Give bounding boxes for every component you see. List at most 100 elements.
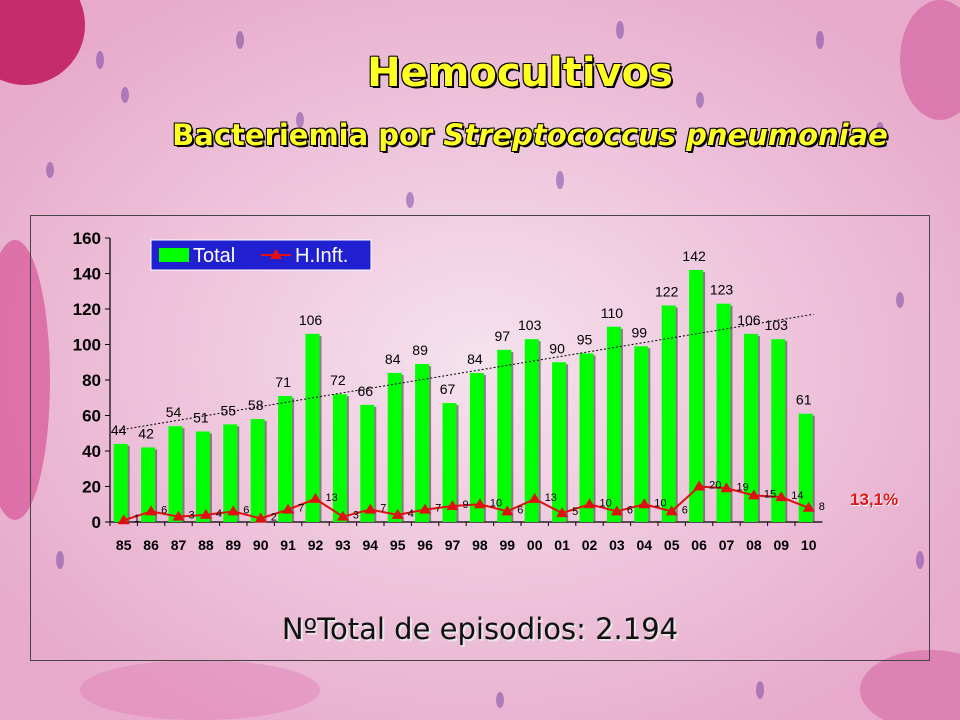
x-tick-label: 89 — [226, 537, 242, 553]
bar — [798, 413, 813, 522]
y-tick-label: 80 — [82, 371, 101, 390]
bar — [305, 333, 320, 522]
hinft-value-label: 7 — [380, 503, 386, 515]
y-tick-label: 140 — [73, 265, 101, 284]
hinft-marker — [446, 500, 459, 511]
hinft-marker — [802, 501, 815, 512]
bar-value-label: 58 — [248, 397, 264, 413]
bar-value-label: 97 — [495, 328, 511, 344]
bar — [716, 303, 731, 522]
bar-value-label: 99 — [632, 324, 648, 340]
hinft-marker — [364, 503, 377, 514]
hinft-value-label: 19 — [737, 481, 749, 493]
hinft-value-label: 13 — [326, 492, 338, 504]
bar — [524, 339, 539, 522]
bar — [661, 305, 676, 522]
hinft-marker — [309, 492, 322, 503]
x-tick-label: 10 — [801, 537, 817, 553]
x-tick-label: 91 — [280, 537, 296, 553]
bar — [771, 339, 786, 522]
hinft-value-label: 4 — [216, 508, 222, 520]
bar — [634, 346, 649, 522]
hinft-value-label: 6 — [243, 504, 249, 516]
hinft-value-label: 6 — [517, 504, 523, 516]
x-tick-label: 93 — [335, 537, 351, 553]
legend-swatch-total — [159, 248, 189, 262]
bar — [223, 424, 238, 522]
hinft-marker — [583, 498, 596, 509]
hinft-value-label: 15 — [764, 488, 776, 500]
bar — [387, 372, 402, 522]
bar-value-label: 42 — [138, 425, 154, 441]
hinft-marker — [775, 491, 788, 502]
bar-value-label: 54 — [166, 404, 182, 420]
hinft-value-label: 20 — [709, 480, 721, 492]
bar — [250, 419, 265, 522]
hinft-value-label: 1 — [134, 513, 140, 525]
bar-value-label: 142 — [682, 248, 706, 264]
bar — [442, 403, 457, 522]
slide-title: Hemocultivos — [367, 50, 673, 96]
bar — [168, 426, 183, 522]
bar-value-label: 103 — [518, 317, 542, 333]
hinft-marker — [528, 492, 541, 503]
legend-swatch-marker — [270, 249, 282, 259]
bar — [332, 394, 347, 522]
hinft-marker — [419, 503, 432, 514]
x-tick-label: 90 — [253, 537, 269, 553]
hinft-value-label: 2 — [271, 511, 277, 523]
hinft-marker — [638, 498, 651, 509]
x-tick-label: 09 — [774, 537, 790, 553]
bar — [195, 431, 210, 522]
hinft-value-label: 7 — [435, 503, 441, 515]
legend-label-total: Total — [193, 245, 235, 267]
hinft-value-label: 3 — [189, 510, 195, 522]
y-tick-label: 160 — [73, 229, 101, 248]
hinft-marker — [117, 514, 130, 525]
bar — [278, 395, 293, 522]
hinft-marker — [227, 505, 240, 516]
x-tick-label: 95 — [390, 537, 406, 553]
x-tick-label: 05 — [664, 537, 680, 553]
y-tick-label: 100 — [73, 336, 101, 355]
bar-value-label: 84 — [385, 351, 401, 367]
total-episodes-footer: NºTotal de episodios: 2.194 — [281, 612, 679, 646]
percentage-annotation: 13,1% — [850, 490, 899, 509]
bar — [606, 326, 621, 522]
bar-value-label: 95 — [577, 331, 593, 347]
hinft-marker — [693, 480, 706, 491]
y-tick-label: 60 — [82, 407, 101, 426]
hinft-value-label: 9 — [463, 499, 469, 511]
x-tick-label: 86 — [143, 537, 159, 553]
x-tick-label: 99 — [500, 537, 516, 553]
hinft-value-label: 10 — [490, 497, 502, 509]
bar-value-label: 72 — [330, 372, 346, 388]
hinft-marker — [473, 498, 486, 509]
x-tick-label: 01 — [554, 537, 570, 553]
bar-value-label: 90 — [549, 340, 565, 356]
bar-value-label: 106 — [737, 312, 761, 328]
hinft-marker — [336, 510, 349, 521]
bar-value-label: 67 — [440, 381, 456, 397]
x-tick-label: 03 — [609, 537, 625, 553]
bar-value-label: 123 — [710, 282, 734, 298]
bar — [552, 362, 567, 522]
x-tick-label: 06 — [691, 537, 707, 553]
bar — [415, 364, 430, 522]
x-tick-label: 87 — [171, 537, 187, 553]
bar — [743, 333, 758, 522]
x-tick-label: 08 — [746, 537, 762, 553]
bar-value-label: 55 — [221, 402, 237, 418]
x-tick-label: 07 — [719, 537, 735, 553]
hinft-marker — [254, 512, 267, 523]
bar — [360, 404, 375, 522]
hinft-value-label: 3 — [353, 510, 359, 522]
chart-panel: 0 20 40 60 80 100 120 140 160 85 86 87 88 89 90 91 92 93 9… — [30, 215, 930, 661]
slide-subtitle: Bacteriemia por Streptococcus pneumoniae — [0, 118, 960, 152]
bar-value-label: 71 — [275, 374, 291, 390]
x-tick-label: 97 — [445, 537, 461, 553]
hinft-value-label: 4 — [408, 508, 414, 520]
hinft-value-label: 6 — [161, 504, 167, 516]
